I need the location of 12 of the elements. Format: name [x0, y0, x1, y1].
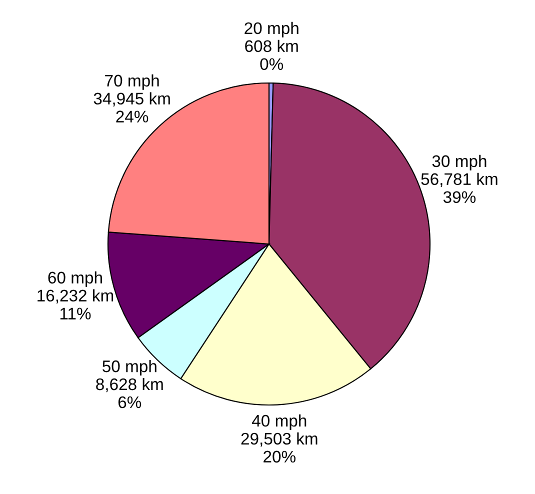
- slice-label: 30 mph: [432, 154, 486, 170]
- data-label: 56,781 km 39%: [421, 172, 498, 204]
- data-label: 16,232 km 11%: [38, 289, 114, 320]
- slice-label: 40 mph: [252, 414, 306, 430]
- data-label: 29,503 km 20%: [241, 432, 318, 463]
- slice-label: 70 mph: [105, 74, 159, 90]
- slice-label: 60 mph: [48, 271, 102, 287]
- slice-label: 50 mph: [102, 360, 156, 376]
- data-label: 34,945 km 24%: [94, 92, 170, 122]
- data-label: 8,628 km 6%: [96, 378, 163, 408]
- data-label: 608 km 0%: [245, 40, 298, 70]
- slice-label: 20 mph: [244, 22, 298, 38]
